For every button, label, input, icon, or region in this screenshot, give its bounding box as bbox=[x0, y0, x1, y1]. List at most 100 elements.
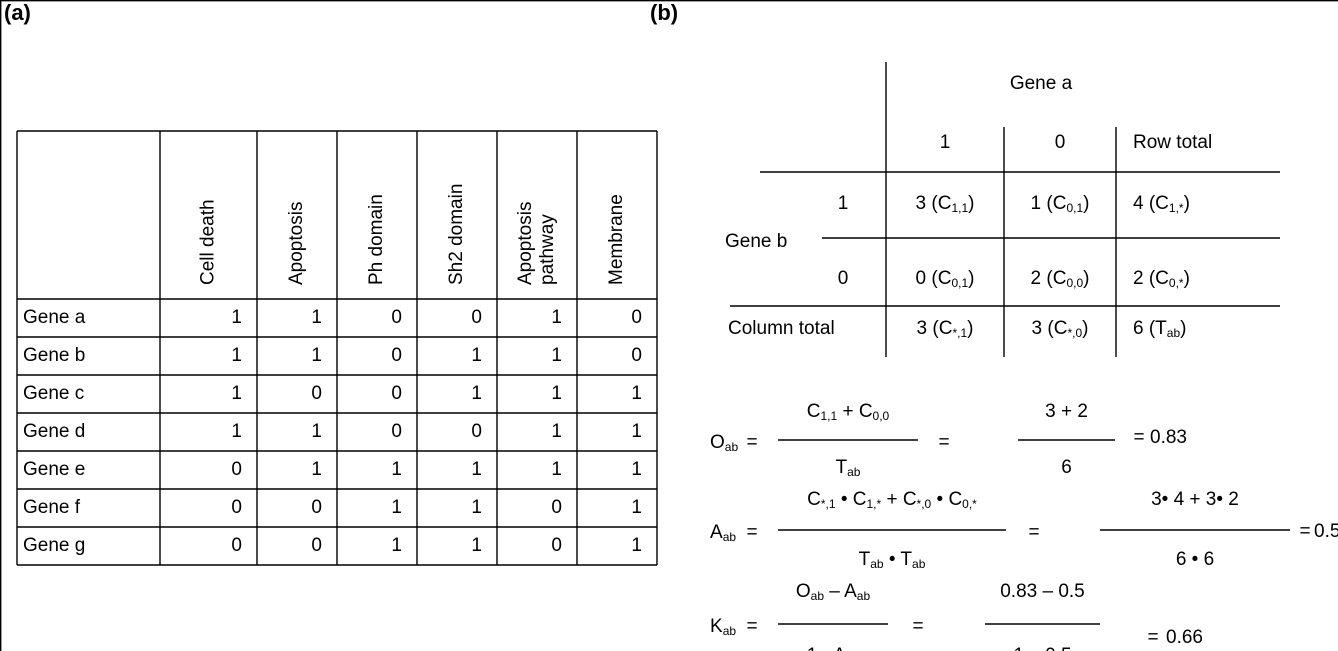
text-part: ) bbox=[1082, 318, 1088, 339]
text-part: + C bbox=[881, 489, 916, 510]
cell-value: 1 (C0,1) bbox=[1031, 193, 1090, 215]
total-value: 3 (C*,0) bbox=[1032, 318, 1089, 340]
denominator: Tab bbox=[836, 457, 861, 479]
text-part: 3 (C bbox=[916, 193, 952, 214]
cell-value: 0 bbox=[391, 421, 402, 442]
text-part: 6 bbox=[1061, 457, 1072, 478]
text-part: ) bbox=[967, 318, 973, 339]
text-part: 3 + 2 bbox=[1045, 401, 1088, 422]
text-part: O bbox=[710, 432, 725, 453]
subscript: *,1 bbox=[821, 497, 836, 511]
text-part: • T bbox=[884, 549, 913, 570]
cell-value: 0 bbox=[471, 307, 482, 328]
subscript: 1,1 bbox=[820, 409, 837, 423]
subscript: ab bbox=[912, 557, 926, 571]
row-header: Gene b bbox=[725, 231, 787, 252]
column-header: Membrane bbox=[606, 194, 627, 285]
row-label: 0 bbox=[838, 268, 849, 289]
cell-value: 0 bbox=[551, 535, 562, 556]
equals: = bbox=[1133, 427, 1144, 448]
text-part: C bbox=[807, 401, 821, 422]
cell-value: 1 bbox=[311, 421, 322, 442]
cell-value: 0 bbox=[391, 345, 402, 366]
subscript: 0,1 bbox=[1066, 201, 1083, 215]
subscript: 0,* bbox=[1169, 276, 1184, 290]
cell-value: 0 bbox=[231, 459, 242, 480]
equals: = bbox=[746, 432, 757, 453]
text-part: 3 (C bbox=[1032, 318, 1068, 339]
row-header: Gene b bbox=[23, 345, 85, 366]
numerator: C*,1 • C1,* + C*,0 • C0,* bbox=[807, 489, 977, 511]
text-part: 6 (T bbox=[1133, 318, 1167, 339]
text-part: C bbox=[807, 489, 821, 510]
subscript: 0,0 bbox=[1066, 276, 1083, 290]
cell-value: 0 bbox=[231, 535, 242, 556]
cell-value: 1 bbox=[631, 535, 642, 556]
cell-value: 1 bbox=[471, 383, 482, 404]
cell-value: 1 bbox=[631, 383, 642, 404]
text-part: ) bbox=[1180, 318, 1186, 339]
cell-value: 1 bbox=[551, 307, 562, 328]
text-part: 6 • 6 bbox=[1176, 549, 1214, 570]
equals: = bbox=[1299, 521, 1310, 542]
equals: = bbox=[1147, 627, 1158, 648]
cell-value: 0 bbox=[391, 383, 402, 404]
row-header: Gene d bbox=[23, 421, 85, 442]
text-part: O bbox=[796, 581, 811, 602]
column-label: Row total bbox=[1133, 132, 1212, 153]
subscript: *,1 bbox=[952, 326, 967, 340]
text-part: 1 - A bbox=[807, 645, 846, 651]
cell-value: 1 bbox=[231, 307, 242, 328]
text-part: • C bbox=[836, 489, 867, 510]
column-header: pathway bbox=[537, 214, 558, 285]
result: 0.66 bbox=[1166, 627, 1203, 648]
equals: = bbox=[746, 522, 757, 543]
text-part: A bbox=[710, 522, 723, 543]
text-part: ) bbox=[968, 193, 974, 214]
text-part: T bbox=[836, 457, 848, 478]
result: 0.83 bbox=[1150, 427, 1187, 448]
subscript: 0,0 bbox=[873, 409, 890, 423]
column-header: Cell death bbox=[198, 199, 219, 285]
text-part: 0 (C bbox=[916, 268, 952, 289]
cell-value: 1 bbox=[471, 459, 482, 480]
text-part: ) bbox=[1083, 268, 1089, 289]
equals: = bbox=[912, 616, 923, 637]
denominator: 6 bbox=[1061, 457, 1072, 478]
cell-value: 0 bbox=[631, 345, 642, 366]
panel-label: (b) bbox=[650, 0, 678, 25]
column-label: 1 bbox=[940, 132, 951, 153]
cell-value: 1 bbox=[551, 383, 562, 404]
subscript: 0,* bbox=[962, 497, 977, 511]
cell-value: 3 (C1,1) bbox=[916, 193, 975, 215]
row-header: Gene f bbox=[23, 497, 81, 518]
numerator: Oab – Aab bbox=[796, 581, 871, 603]
cell-value: 0 bbox=[311, 383, 322, 404]
row-header: Gene c bbox=[23, 383, 84, 404]
subscript: *,0 bbox=[917, 497, 932, 511]
text-part: 3• 4 + 3• 2 bbox=[1151, 489, 1239, 510]
denominator: 6 • 6 bbox=[1176, 549, 1214, 570]
column-header: Ph domain bbox=[366, 194, 387, 285]
text-part: ) bbox=[1083, 193, 1089, 214]
numerator: 0.83 – 0.5 bbox=[1000, 581, 1085, 602]
cell-value: 1 bbox=[231, 421, 242, 442]
numerator: 3• 4 + 3• 2 bbox=[1151, 489, 1239, 510]
cell-value: 1 bbox=[551, 421, 562, 442]
text-part: 4 (C bbox=[1133, 193, 1169, 214]
cell-value: 0 bbox=[391, 307, 402, 328]
subscript: 1,* bbox=[1169, 201, 1184, 215]
cell-value: 1 bbox=[311, 307, 322, 328]
denominator: 1 - Aab bbox=[807, 645, 860, 651]
cell-value: 2 (C0,*) bbox=[1133, 268, 1190, 290]
text-part: 3 (C bbox=[917, 318, 953, 339]
subscript: 1,* bbox=[866, 497, 881, 511]
cell-value: 1 bbox=[231, 383, 242, 404]
subscript: 0,1 bbox=[951, 276, 968, 290]
denominator: Tab • Tab bbox=[859, 549, 926, 571]
text-part: 1 (C bbox=[1031, 193, 1067, 214]
column-header: Gene a bbox=[1010, 73, 1073, 94]
formula-lhs: Kab bbox=[710, 616, 736, 638]
column-header: Apoptosis bbox=[515, 202, 536, 285]
cell-value: 0 bbox=[311, 535, 322, 556]
